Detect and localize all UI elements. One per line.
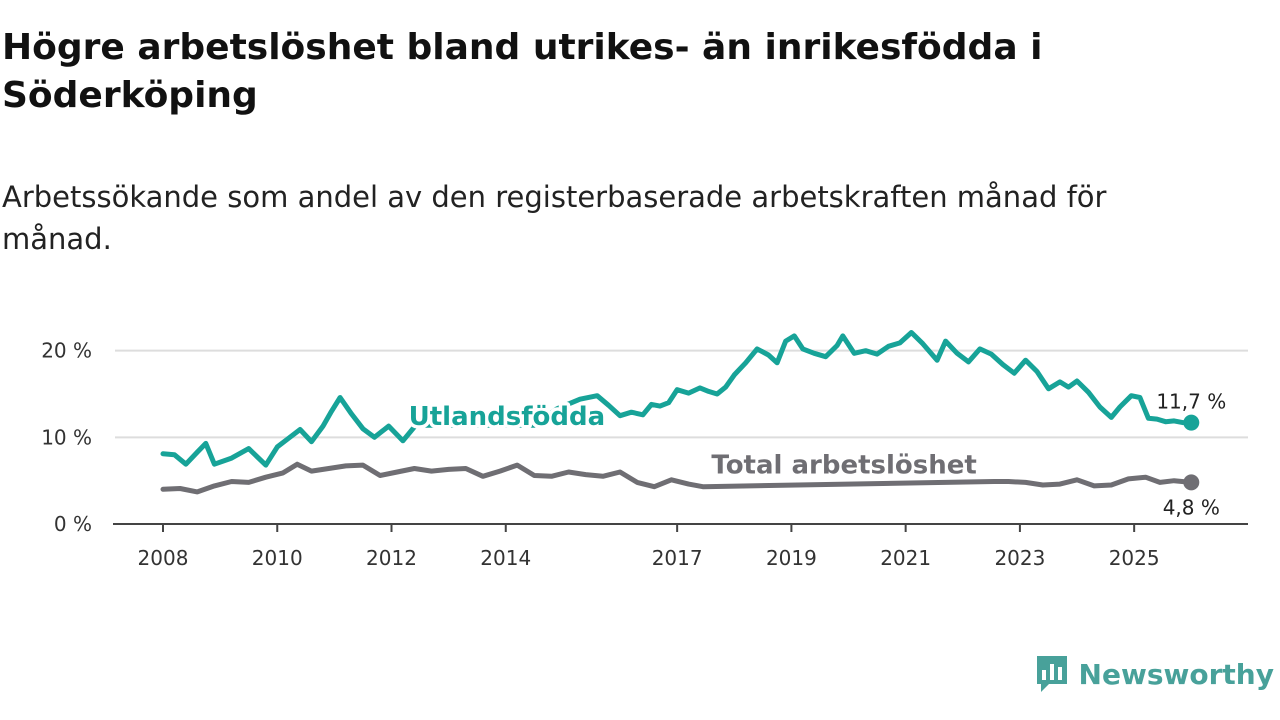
series-layer — [160, 330, 1200, 495]
x-tick-label: 2012 — [366, 546, 417, 570]
end-value-label-utlandsfödda: 11,7 % — [1156, 390, 1226, 414]
end-point-total-arbetslöshet — [1183, 474, 1200, 491]
x-tick-label: 2023 — [994, 546, 1045, 570]
grid-layer — [115, 349, 1248, 439]
series-label-total-arbetslöshet: Total arbetslöshet — [711, 451, 976, 481]
label-layer: Utlandsfödda 11,7 % Total arbetslöshet 4,8 … — [405, 387, 1229, 522]
page-subtitle: Arbetssökande som andel av den registerb… — [2, 180, 1107, 256]
x-tick-label: 2014 — [480, 546, 531, 570]
end-point-utlandsfödda — [1183, 414, 1200, 431]
series-label-utlandsfödda: Utlandsfödda — [409, 402, 606, 432]
page-title: Högre arbetslöshet bland utrikes- än inr… — [2, 27, 1043, 116]
y-tick-label: 0 % — [54, 512, 92, 536]
series-line-utlandsfödda — [160, 330, 1194, 468]
x-tick-label: 2025 — [1109, 546, 1160, 570]
line-chart: 0 % 10 % 20 % 2008 2010 2012 2014 2017 2019 2021 2… — [41, 330, 1248, 570]
x-tick-label: 2010 — [252, 546, 303, 570]
x-tick-label: 2017 — [652, 546, 703, 570]
x-tick-label: 2019 — [766, 546, 817, 570]
x-tick-label: 2021 — [880, 546, 931, 570]
brand-name: Newsworthy — [1078, 657, 1274, 691]
newsworthy-logo-icon — [1036, 656, 1067, 692]
y-tick-label: 20 % — [41, 339, 92, 363]
axis-layer: 0 % 10 % 20 % 2008 2010 2012 2014 2017 2019 2021 2… — [41, 339, 1248, 570]
end-value-label-total-arbetslöshet: 4,8 % — [1163, 495, 1220, 519]
series-line-total-arbetslöshet — [160, 461, 1194, 495]
y-tick-label: 10 % — [41, 425, 92, 449]
x-tick-label: 2008 — [138, 546, 189, 570]
newsworthy-logo: Newsworthy — [1035, 654, 1274, 694]
